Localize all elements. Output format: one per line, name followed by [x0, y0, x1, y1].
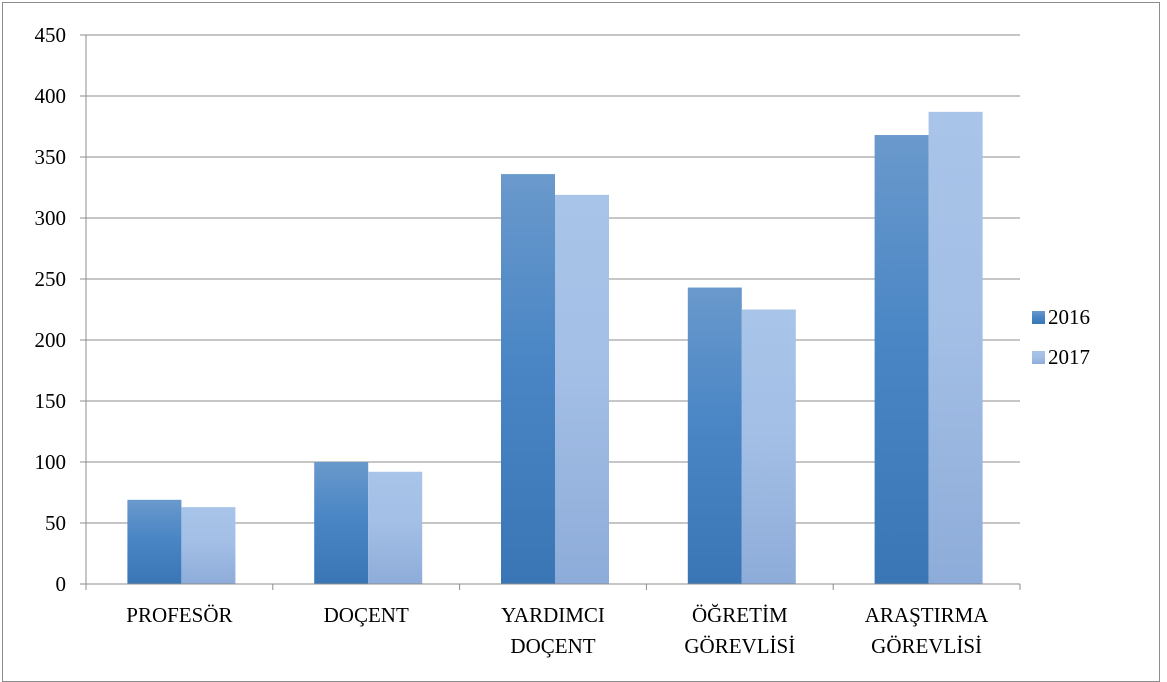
x-category-label: ARAŞTIRMA GÖREVLİSİ	[865, 603, 990, 658]
y-tick-label: 150	[35, 389, 67, 413]
bar-2016	[687, 287, 742, 584]
x-category-label: DOÇENT	[324, 603, 409, 627]
y-tick-label: 200	[35, 328, 67, 352]
bar-2017	[181, 507, 236, 584]
bars-layer	[127, 111, 983, 585]
x-axis-categories: PROFESÖR DOÇENT YARDIMCI DOÇENT ÖĞRETİM GÖREV…	[126, 603, 989, 658]
x-category-label: PROFESÖR	[126, 603, 232, 627]
y-tick-label: 350	[35, 145, 67, 169]
axis-layer	[85, 35, 1021, 590]
bar-2016	[127, 499, 182, 584]
y-tick-label: 450	[35, 23, 67, 47]
y-tick-label: 400	[35, 84, 67, 108]
bar-2016	[874, 135, 929, 585]
bar-2017	[741, 309, 796, 584]
legend-swatch	[1032, 351, 1045, 364]
bar-2016	[501, 174, 555, 584]
legend-label: 2016	[1048, 305, 1090, 329]
x-category-label: ÖĞRETİM GÖREVLİSİ	[684, 603, 795, 658]
y-tick-label: 300	[35, 206, 67, 230]
legend-label: 2017	[1048, 345, 1090, 369]
y-tick-label: 250	[35, 267, 67, 291]
legend-swatch	[1032, 311, 1045, 324]
legend: 2016 2017	[1032, 305, 1090, 369]
y-tick-label: 0	[56, 572, 67, 596]
y-tick-label: 50	[45, 511, 66, 535]
bar-2016	[314, 462, 369, 584]
y-axis-ticks: 0 50 100 150 200 250 300 350 400 450	[35, 23, 86, 596]
bar-2017	[928, 111, 983, 585]
y-tick-label: 100	[35, 450, 67, 474]
bar-2017	[555, 194, 609, 584]
x-category-label: YARDIMCI DOÇENT	[501, 603, 605, 658]
bar-2017	[368, 471, 423, 584]
